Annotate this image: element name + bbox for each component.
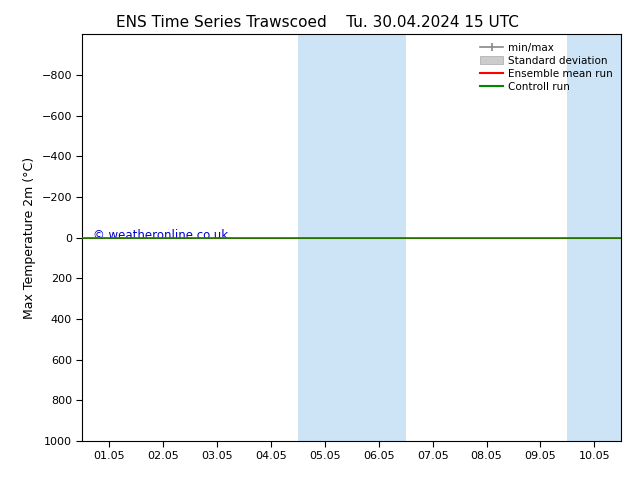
Bar	[567, 34, 634, 441]
Y-axis label: Max Temperature 2m (°C): Max Temperature 2m (°C)	[23, 157, 36, 318]
Legend: min/max, Standard deviation, Ensemble mean run, Controll run: min/max, Standard deviation, Ensemble me…	[477, 40, 616, 95]
Bar	[298, 34, 406, 441]
Text: ENS Time Series Trawscoed    Tu. 30.04.2024 15 UTC: ENS Time Series Trawscoed Tu. 30.04.2024…	[115, 15, 519, 30]
Text: © weatheronline.co.uk: © weatheronline.co.uk	[93, 229, 228, 242]
